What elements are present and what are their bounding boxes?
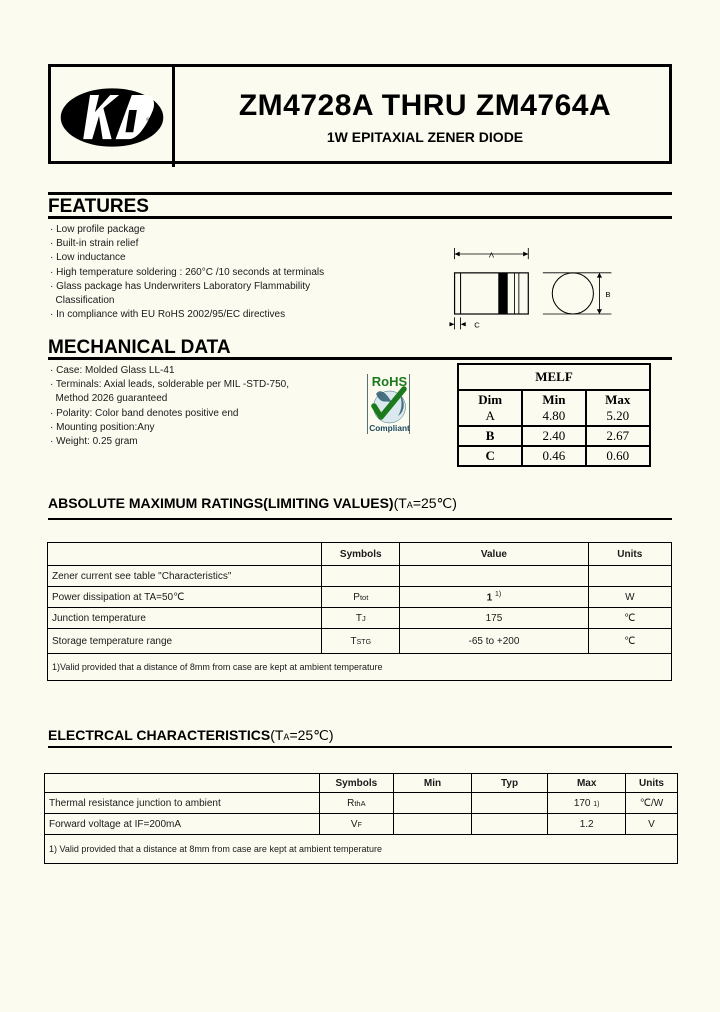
svg-text:B: B: [605, 290, 610, 299]
svg-text:C: C: [474, 321, 480, 330]
svg-text:RoHS: RoHS: [372, 374, 408, 389]
svg-text:Compliant: Compliant: [369, 423, 410, 433]
svg-text:Λ: Λ: [489, 250, 495, 259]
